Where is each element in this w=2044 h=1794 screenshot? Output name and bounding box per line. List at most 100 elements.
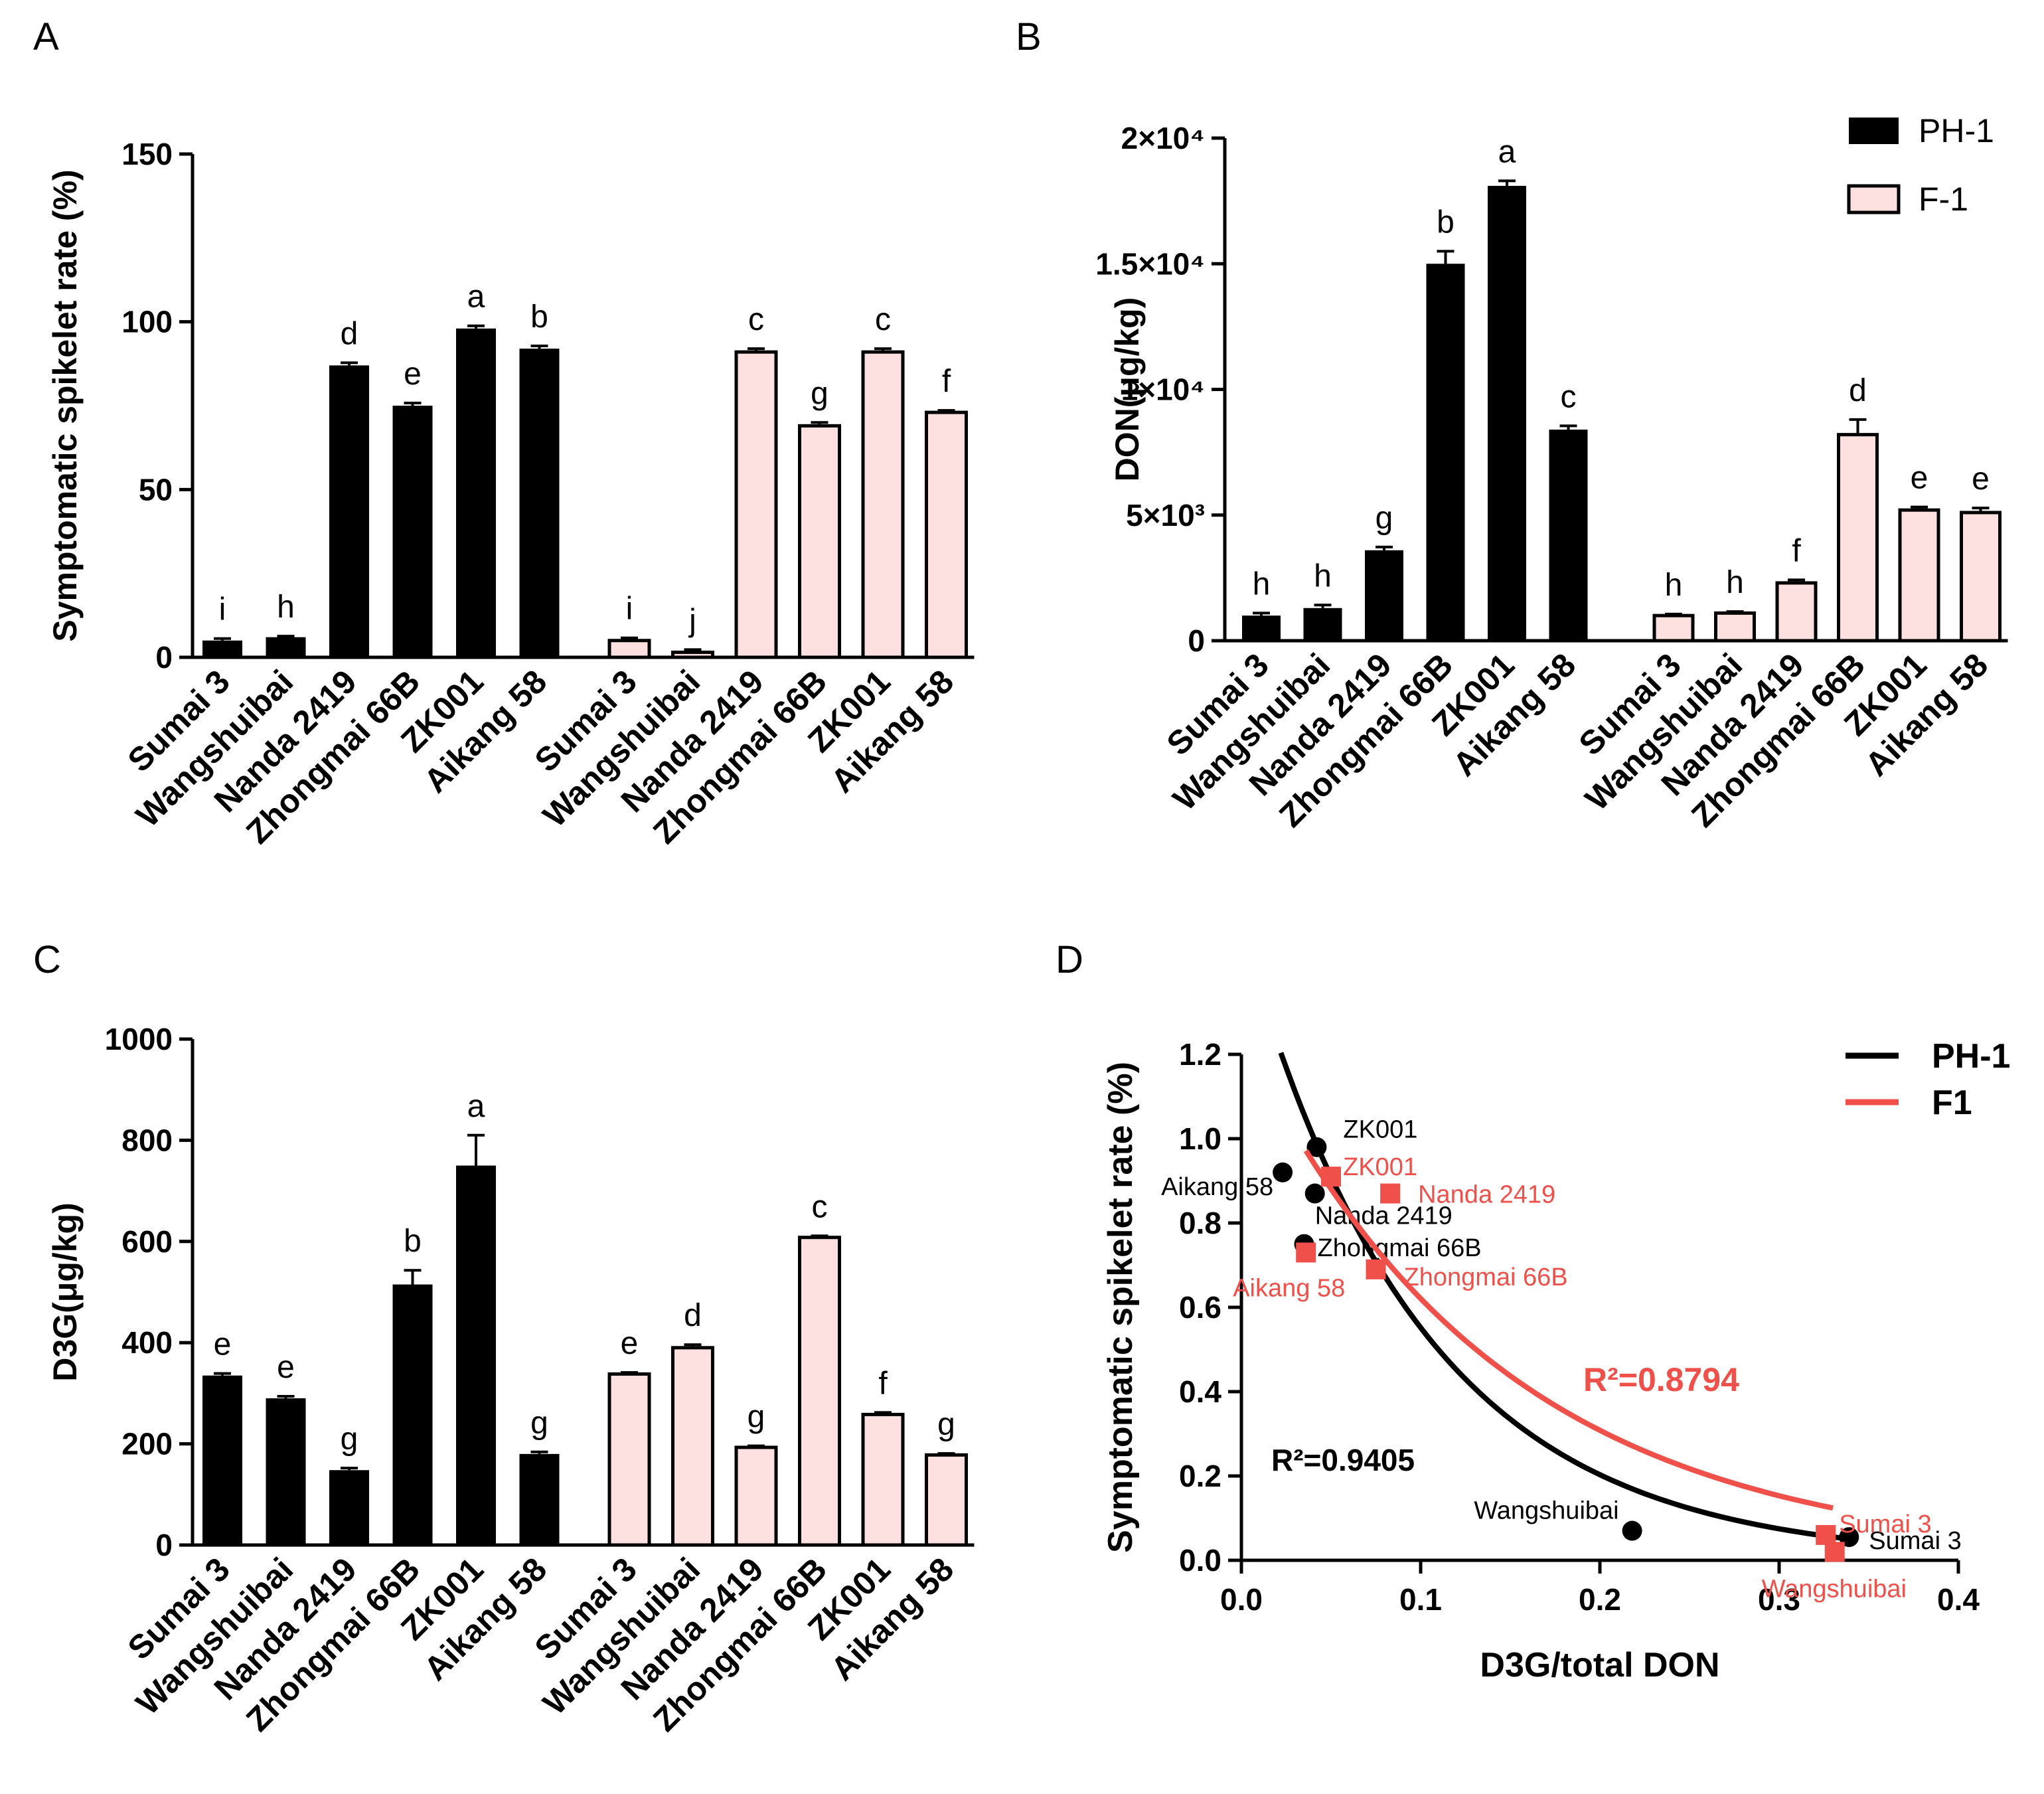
data-point-f1 [1321,1167,1341,1187]
bar-f1 [1960,511,2002,643]
fit-curve-f1 [1303,1149,1834,1511]
y-axis-title: Symptomatic spikelet rate (%) [46,169,84,641]
significance-letter: e [1911,461,1928,496]
point-label: Wangshuibai [1762,1575,1907,1603]
y-tick-label: 0 [155,640,173,675]
data-point-f1 [1296,1242,1316,1263]
bar-f1 [607,1372,651,1547]
y-tick-label: 400 [121,1325,173,1360]
x-tick-label: 0.3 [1758,1582,1800,1617]
x-tick-label: 0.2 [1579,1582,1621,1617]
significance-letter: h [1726,565,1744,600]
bar-ph1 [519,1453,560,1545]
y-tick-label: 1.0 [1179,1121,1221,1156]
bar-ph1 [392,1284,433,1545]
data-point-f1 [1824,1542,1845,1562]
panel-letter-b: B [1016,15,1042,58]
y-tick-label: 0.4 [1179,1374,1221,1409]
point-label: Nanda 2419 [1418,1181,1555,1209]
bar-ph1 [1426,264,1465,641]
significance-letter: h [1665,568,1683,603]
bar-ph1 [1549,430,1588,641]
legend-label: F1 [1932,1084,1972,1122]
panel-letter-a: A [33,15,59,58]
significance-letter: e [404,357,422,392]
data-point-ph1 [1304,1183,1325,1204]
fit-curve-ph1 [1278,1052,1843,1541]
r2-label-ph1: R²=0.9405 [1271,1443,1415,1477]
significance-letter: c [1561,379,1577,414]
bar-f1 [607,639,651,659]
y-tick-label: 0.6 [1179,1290,1221,1325]
r2-label-f1: R²=0.8794 [1583,1361,1739,1398]
data-point-ph1 [1306,1137,1327,1157]
significance-letter: e [1972,461,1990,497]
bar-ph1 [329,365,369,657]
significance-letter: a [467,280,485,315]
significance-letter: g [747,1400,765,1435]
point-label: Zhongmai 66B [1404,1264,1568,1291]
legend-swatch-ph1 [1849,118,1899,144]
significance-letter: e [621,1326,639,1361]
significance-letter: c [875,302,891,337]
significance-letter: f [878,1366,888,1401]
significance-letter: a [1498,134,1516,169]
bar-f1 [925,410,968,659]
significance-letter: b [404,1224,422,1259]
significance-letter: g [1376,501,1393,536]
bar-f1 [861,350,905,659]
significance-letter: g [811,376,828,411]
y-tick-label: 150 [121,137,173,171]
point-label: Aikang 58 [1161,1173,1273,1201]
data-point-f1 [1380,1183,1401,1204]
point-label: Wangshuibai [1474,1497,1618,1525]
y-tick-label: 0.2 [1179,1459,1221,1493]
significance-letter: a [467,1089,485,1124]
significance-letter: c [812,1189,828,1224]
y-tick-label: 50 [139,472,173,507]
significance-letter: d [684,1298,702,1333]
significance-letter: f [1792,533,1801,568]
significance-letter: c [748,302,764,337]
significance-letter: g [937,1407,955,1442]
data-point-ph1 [1622,1520,1642,1541]
bar-f1 [671,1346,714,1547]
significance-letter: i [219,592,226,627]
bar-f1 [861,1412,905,1547]
data-point-f1 [1366,1259,1386,1279]
data-point-ph1 [1273,1162,1293,1182]
legend-label: PH-1 [1919,112,1994,149]
x-tick-label: 0.4 [1937,1582,1980,1617]
y-tick-label: 1×10⁴ [1121,372,1205,407]
panel-letter-c: C [33,938,61,981]
point-label: Nanda 2419 [1315,1202,1453,1230]
bar-ph1 [1242,615,1281,641]
significance-letter: j [688,603,696,638]
significance-letter: b [1437,204,1454,240]
point-label: Zhongmai 66B [1318,1234,1482,1262]
bar-ph1 [329,1470,369,1545]
significance-letter: b [530,299,548,335]
significance-letter: e [214,1327,232,1362]
y-tick-label: 0.8 [1179,1206,1221,1240]
bar-ph1 [202,1375,242,1545]
bar-ph1 [202,640,242,657]
bar-f1 [1898,508,1940,643]
y-tick-label: 100 [121,305,173,339]
data-point-f1 [1816,1524,1836,1545]
bar-f1 [798,424,841,659]
y-tick-label: 1.2 [1179,1037,1221,1072]
panel-a-chart: A 0 50 100 150 Symptomatic spikelet rate (%) i… [33,15,975,851]
bar-ph1 [1365,550,1403,641]
bar-f1 [1652,613,1695,643]
x-tick-label: 0.0 [1220,1582,1263,1617]
y-axis-title: Symptomatic spikelet rate (%) [1101,1062,1140,1553]
panel-d-chart: D 0.0 0.2 0.4 0.6 0.8 1.0 1.2 0.0 0.1 0.2 0.3 0.4 D3G… [1056,938,2010,1684]
bar-ph1 [266,637,306,657]
bar-ph1 [1488,185,1526,641]
panel-b-chart: B05×10³1×10⁴1.5×10⁴2×10⁴DON(μg/kg)hSumai… [1016,15,2008,834]
bar-f1 [671,650,714,659]
y-tick-label: 5×10³ [1126,498,1205,532]
